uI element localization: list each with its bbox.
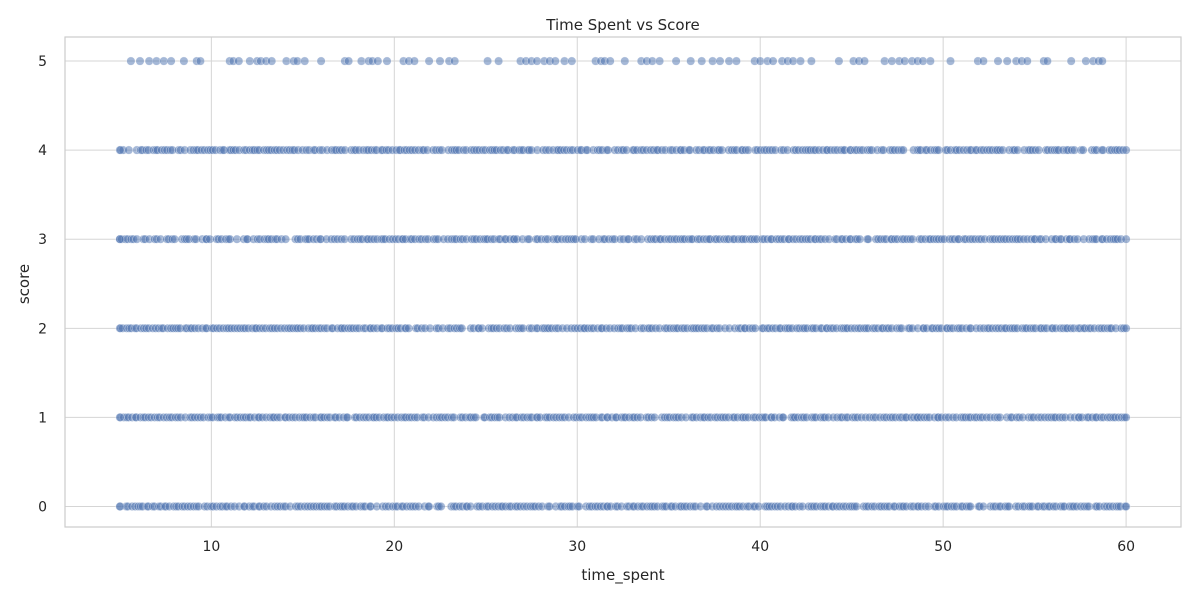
data-point [1121, 234, 1131, 244]
data-point [424, 56, 434, 66]
data-point [435, 56, 445, 66]
data-point [1042, 56, 1052, 66]
x-tick-labels: 10 20 30 40 50 60 [202, 539, 1135, 555]
data-point [342, 412, 352, 422]
data-point [1002, 56, 1012, 66]
data-point [671, 56, 681, 66]
data-point [1121, 412, 1131, 422]
data-point [655, 56, 665, 66]
data-point [993, 56, 1003, 66]
data-point [965, 502, 975, 511]
data-point [918, 56, 928, 66]
data-point [900, 56, 910, 66]
data-point [855, 234, 865, 244]
data-point [450, 56, 460, 66]
data-point [126, 56, 136, 66]
data-point [115, 502, 125, 511]
y-tick-label: 5 [38, 54, 47, 70]
data-point [860, 56, 869, 66]
x-tick-label: 40 [751, 539, 769, 555]
data-point [620, 56, 630, 66]
data-point [567, 56, 577, 66]
x-tick-label: 20 [385, 539, 403, 555]
data-point [471, 412, 481, 422]
data-point [115, 323, 125, 333]
data-point [605, 56, 615, 66]
data-point [708, 56, 718, 66]
grid-lines [65, 37, 1181, 527]
data-point [494, 56, 504, 66]
y-tick-label: 2 [38, 321, 47, 337]
data-point [1097, 56, 1107, 66]
data-point [115, 145, 125, 155]
x-tick-label: 10 [202, 539, 220, 555]
data-point [1121, 323, 1131, 333]
x-tick-label: 50 [934, 539, 952, 555]
data-points [115, 56, 1131, 511]
data-point [686, 56, 696, 66]
data-point [731, 56, 741, 66]
data-point [715, 56, 725, 66]
data-point [863, 234, 873, 244]
data-point [483, 56, 493, 66]
data-point [115, 412, 125, 422]
data-point [115, 234, 125, 244]
data-point [281, 234, 291, 244]
data-point [234, 56, 244, 66]
data-point [424, 502, 434, 511]
y-tick-label: 1 [38, 410, 47, 426]
data-point [1121, 502, 1131, 511]
data-point [457, 323, 467, 333]
x-tick-label: 30 [568, 539, 586, 555]
data-point [1121, 145, 1131, 155]
data-point [946, 56, 955, 66]
data-point [978, 56, 988, 66]
data-point [170, 234, 180, 244]
data-point [179, 56, 189, 66]
data-point [887, 56, 897, 66]
data-point [344, 56, 354, 66]
data-point [267, 56, 277, 66]
data-point [788, 56, 798, 66]
data-point [135, 56, 145, 66]
x-tick-label: 60 [1117, 539, 1135, 555]
data-point [124, 145, 134, 155]
y-tick-label: 3 [38, 232, 47, 248]
y-tick-labels: 0 1 2 3 4 5 [38, 54, 47, 515]
chart-title: Time Spent vs Score [545, 16, 699, 34]
data-point [550, 56, 560, 66]
data-point [768, 56, 778, 66]
data-point [925, 56, 935, 66]
data-point [316, 56, 326, 66]
data-point [898, 145, 908, 155]
data-point [1022, 56, 1032, 66]
y-axis-label: score [15, 264, 33, 304]
y-tick-label: 0 [38, 500, 47, 516]
data-point [834, 56, 844, 66]
data-point [409, 56, 419, 66]
plot-frame [64, 36, 1182, 528]
data-point [778, 412, 788, 422]
data-point [382, 56, 392, 66]
data-point [373, 56, 383, 66]
data-point [292, 56, 302, 66]
data-point [650, 412, 659, 422]
data-point [796, 56, 805, 66]
data-point [166, 56, 176, 66]
data-point [436, 502, 446, 511]
data-point [300, 56, 310, 66]
y-tick-label: 4 [38, 143, 47, 159]
data-point [806, 56, 816, 66]
data-point [1066, 56, 1076, 66]
data-point [1078, 145, 1088, 155]
data-point [195, 56, 205, 66]
x-axis-label: time_spent [581, 566, 664, 585]
data-point [697, 56, 707, 66]
